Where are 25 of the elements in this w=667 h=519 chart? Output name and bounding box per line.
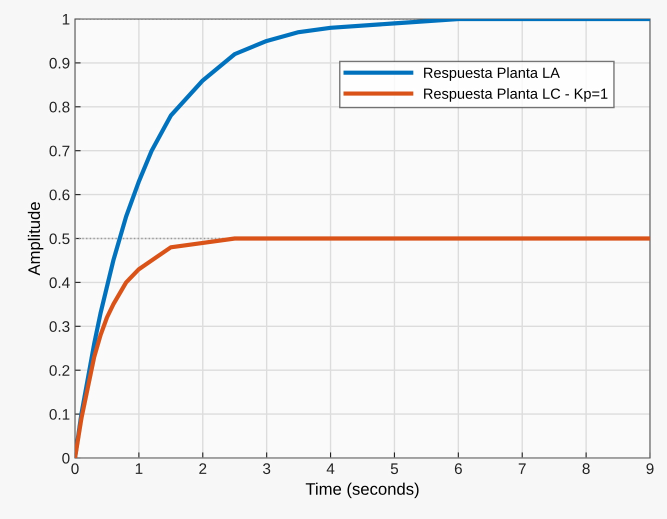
x-tick-label: 6 <box>454 463 462 474</box>
y-tick-label: 0.5 <box>50 233 70 244</box>
y-tick-label: 0.7 <box>50 146 70 156</box>
x-tick-label: 4 <box>326 463 334 474</box>
legend-label: Respuesta Planta LA <box>424 67 560 81</box>
x-axis-title: Time (seconds) <box>306 482 419 498</box>
legend-label: Respuesta Planta LC - Kp=1 <box>424 88 608 102</box>
x-tick-label: 7 <box>518 463 526 474</box>
y-tick-label: 0.6 <box>50 189 70 200</box>
y-axis-title: Amplitude <box>28 202 44 276</box>
x-tick-label: 3 <box>263 463 270 474</box>
x-tick-label: 0 <box>71 463 79 474</box>
x-tick-label: 1 <box>136 463 142 474</box>
x-tick-label: 8 <box>582 463 590 474</box>
x-tick-label: 5 <box>390 463 398 474</box>
y-tick-label: 0.8 <box>50 102 70 112</box>
y-tick-label: 1 <box>62 14 70 25</box>
y-tick-label: 0.2 <box>50 365 70 376</box>
y-tick-label: 0.3 <box>50 321 70 332</box>
y-tick-label: 0.1 <box>50 408 70 420</box>
x-tick-label: 9 <box>646 463 654 474</box>
x-tick-label: 2 <box>199 463 206 474</box>
y-tick-label: 0.9 <box>50 58 70 69</box>
y-tick-label: 0.4 <box>50 277 70 288</box>
y-tick-label: 0 <box>62 452 70 464</box>
